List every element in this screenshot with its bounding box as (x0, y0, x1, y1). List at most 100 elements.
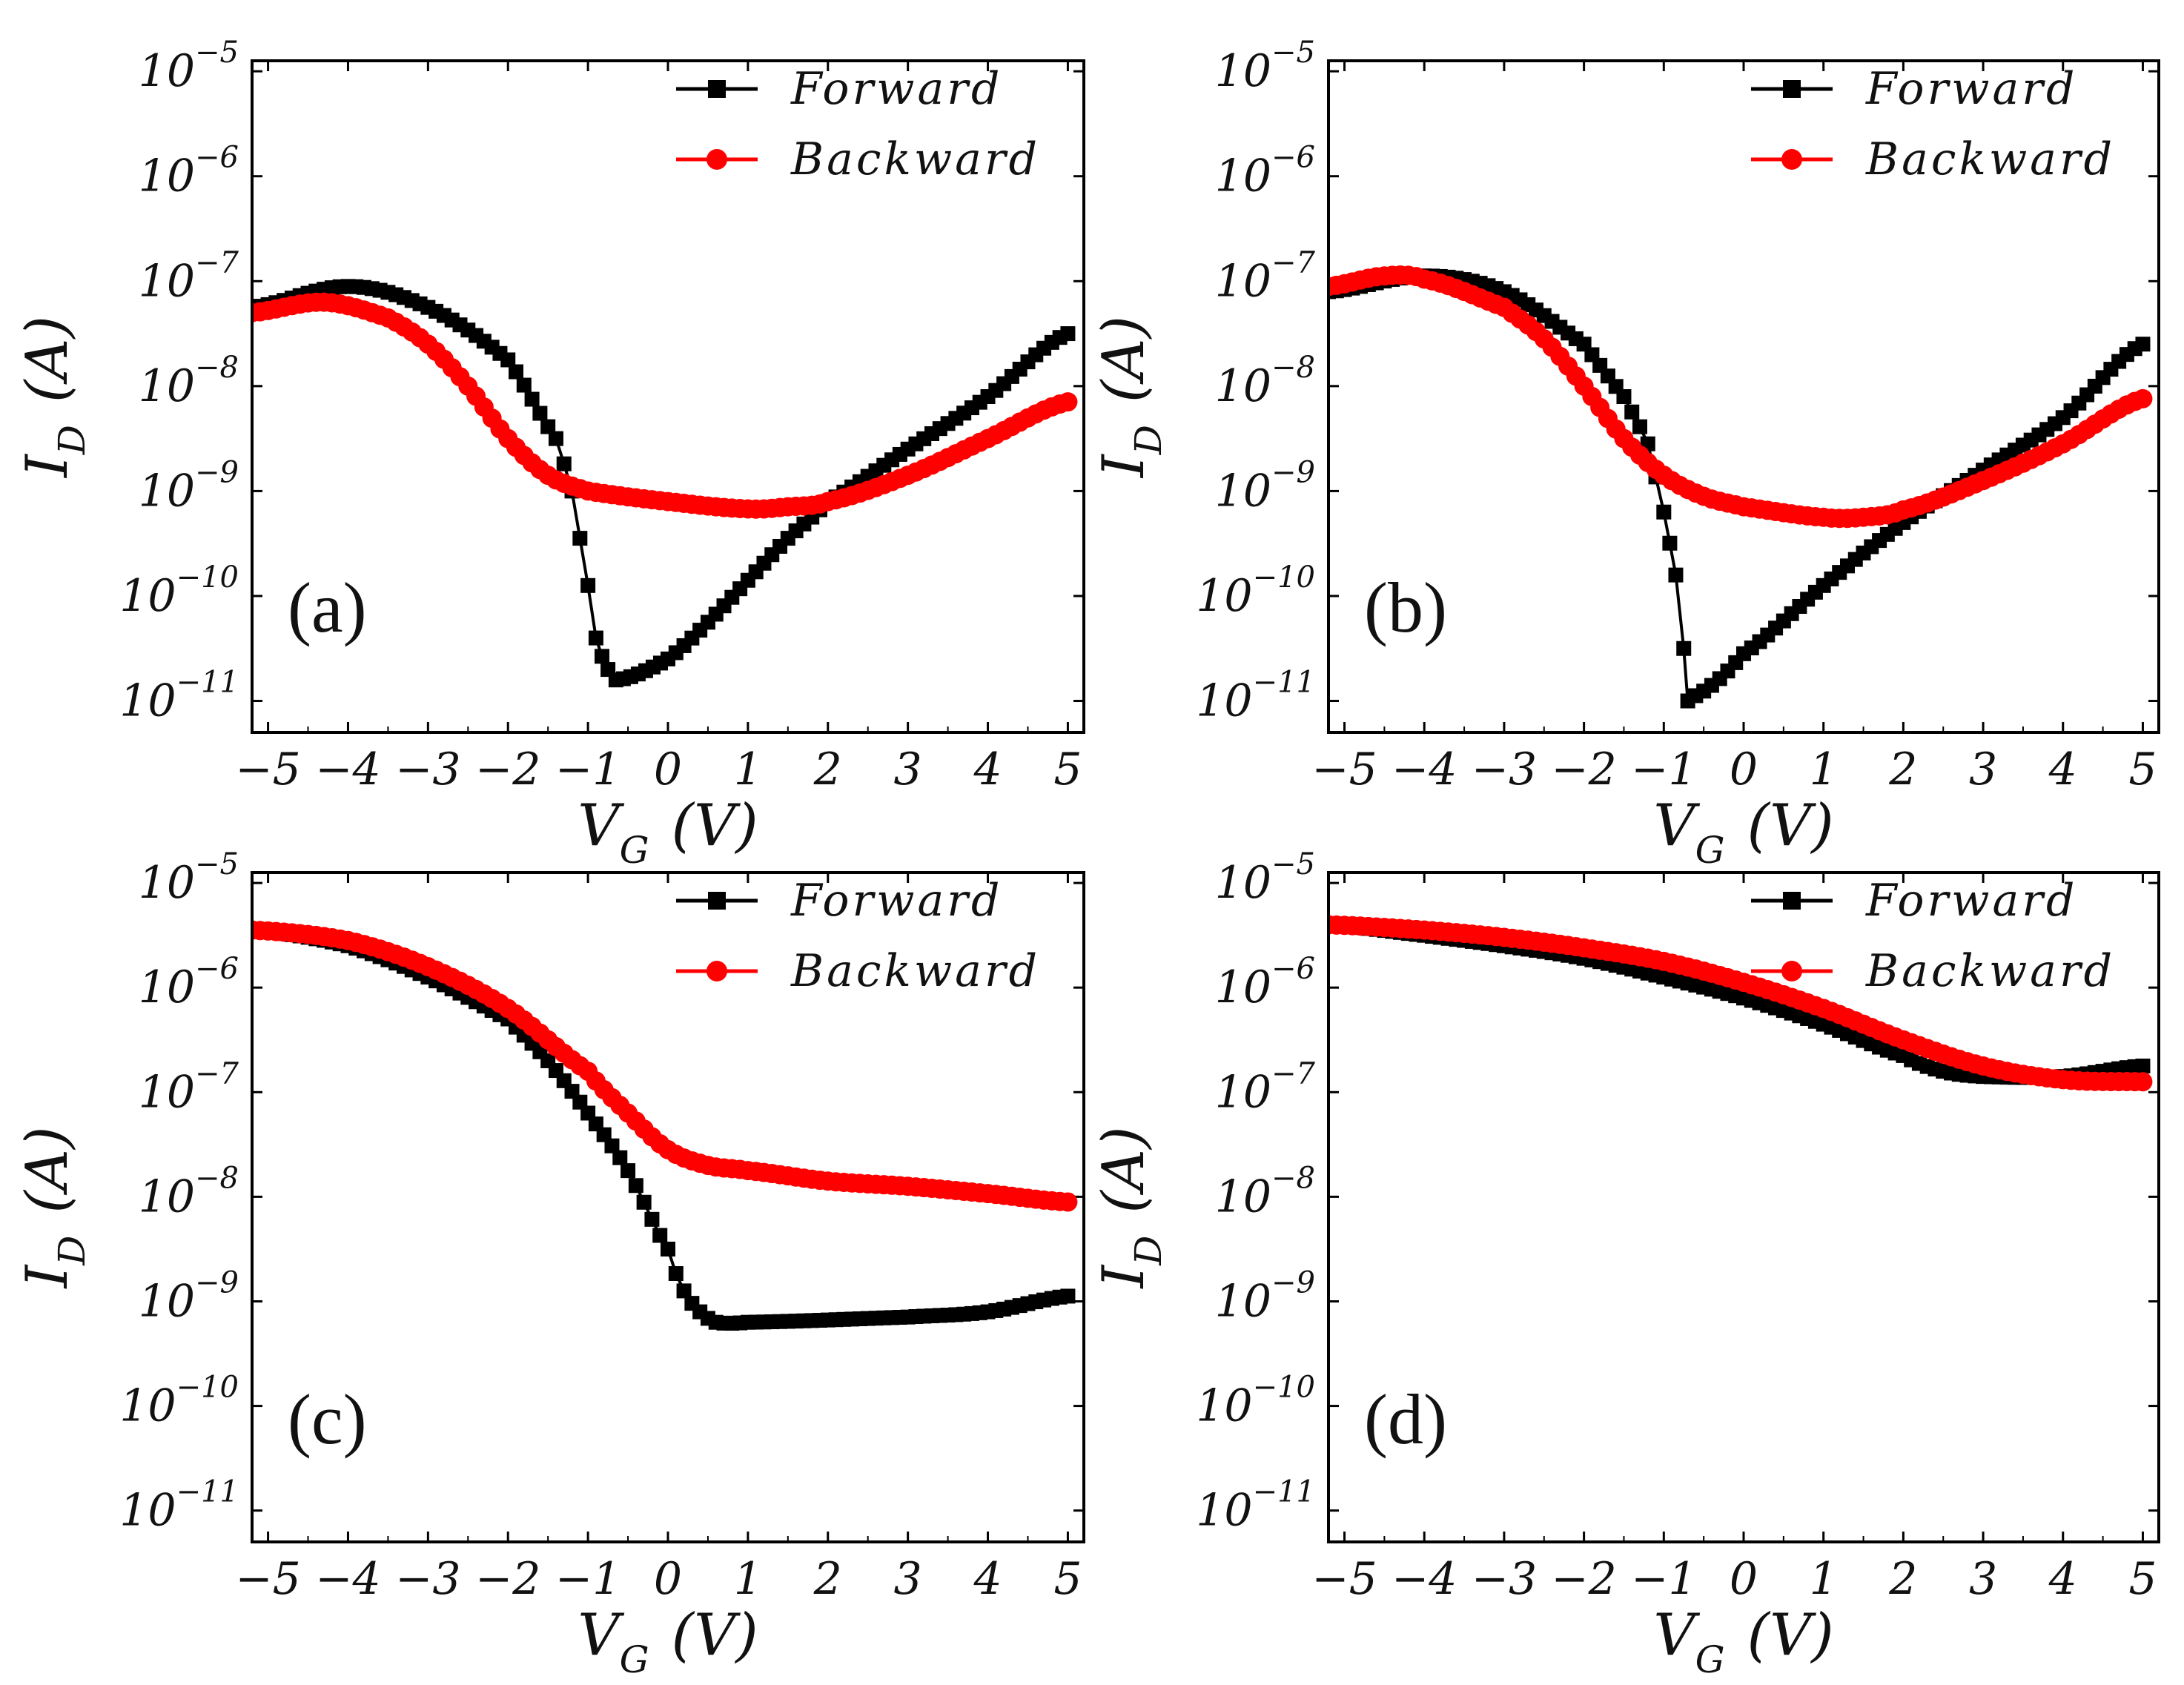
x-tick-label: 5 (2128, 744, 2157, 795)
y-tick-label: 10−6 (1215, 952, 1315, 1013)
x-tick-label: −2 (1551, 744, 1616, 795)
legend-marker (707, 961, 727, 981)
data-point (1624, 404, 1640, 420)
data-point (2135, 1059, 2151, 1074)
legend: Forward Backward (1751, 63, 2115, 185)
x-tick-label: 2 (1888, 1553, 1917, 1605)
panel-label: (c) (288, 1380, 367, 1459)
series-forward (252, 922, 1076, 1331)
panel-label: (a) (288, 568, 367, 647)
y-tick-label: 10−8 (139, 351, 239, 412)
data-point (556, 456, 572, 471)
x-tick-label: −5 (235, 744, 300, 795)
series-forward (252, 279, 1076, 688)
legend-label: Forward (790, 63, 1002, 115)
series-line (1328, 273, 2144, 520)
legend: Forward Backward (676, 875, 1037, 997)
y-tick-label: 10−7 (139, 245, 239, 307)
y-tick-label: 10−10 (1196, 1371, 1315, 1432)
x-tick-label: 4 (973, 744, 1002, 795)
data-point (594, 649, 609, 664)
x-tick-label: −1 (1631, 744, 1696, 795)
data-point (1668, 567, 1684, 583)
legend-marker (1781, 149, 1802, 170)
x-tick-label: −1 (1631, 1553, 1696, 1605)
y-tick-label: 10−11 (119, 1475, 239, 1537)
x-tick-label: 0 (1730, 1553, 1758, 1605)
y-tick-label: 10−9 (1215, 1265, 1315, 1327)
x-tick-label: 1 (734, 744, 762, 795)
y-tick-label: 10−8 (139, 1161, 239, 1222)
legend-label: Backward (790, 133, 1040, 185)
y-tick-label: 10−10 (119, 1371, 239, 1432)
x-tick-label: 0 (654, 1553, 682, 1605)
data-point (1616, 389, 1632, 404)
legend-marker (708, 80, 726, 98)
legend-marker (1781, 961, 1802, 981)
y-tick-label: 10−10 (119, 560, 239, 622)
plot-area (252, 920, 1078, 1331)
y-tick-label: 10−8 (1215, 1161, 1315, 1222)
data-point (636, 1194, 652, 1210)
x-tick-label: −2 (475, 744, 540, 795)
x-tick-label: −2 (475, 1553, 540, 1605)
data-point (548, 431, 563, 446)
y-tick-label: 10−5 (139, 847, 239, 909)
x-tick-label: 3 (1969, 744, 1997, 795)
data-point (676, 1283, 692, 1299)
x-tick-label: 4 (2048, 1553, 2077, 1605)
x-axis-title: VG (V) (1653, 792, 1834, 872)
panel-a: −5 −4 −3 −2 −1 0 1 2 3 4 5 10−5 10−6 10−7 10−8 10−9 10−1… (14, 36, 1085, 872)
y-axis-title: ID(A) (1091, 1126, 1170, 1289)
legend: Forward Backward (1751, 875, 2115, 997)
x-tick-label: −3 (395, 1553, 460, 1605)
y-tick-label: 10−5 (139, 36, 239, 97)
y-tick-label: 10−11 (119, 666, 239, 727)
x-tick-label: 5 (2128, 1553, 2157, 1605)
x-tick-label: −2 (1551, 1553, 1616, 1605)
legend-label: Forward (790, 875, 1002, 927)
data-point (2135, 337, 2151, 352)
x-tick-label: 2 (1888, 744, 1917, 795)
x-tick-label: 2 (813, 744, 842, 795)
data-point (2133, 1072, 2153, 1092)
y-tick-label: 10−9 (139, 1265, 239, 1327)
legend-label: Backward (1865, 133, 2115, 185)
plot-frame (1327, 871, 2160, 1543)
data-point (580, 577, 596, 593)
y-tick-label: 10−11 (1196, 666, 1315, 727)
legend-marker (708, 892, 726, 910)
x-tick-label: −1 (555, 744, 621, 795)
legend-marker (1783, 80, 1801, 98)
data-point (1060, 1288, 1076, 1304)
series-backward (252, 920, 1078, 1212)
data-point (628, 1178, 643, 1194)
data-point (596, 1127, 612, 1142)
y-tick-label: 10−6 (139, 952, 239, 1013)
series-line (252, 300, 1068, 511)
x-tick-label: 3 (894, 1553, 922, 1605)
x-tick-label: −4 (315, 744, 380, 795)
y-tick-label: 10−7 (139, 1056, 239, 1118)
data-point (644, 1211, 660, 1227)
data-point (661, 1241, 675, 1257)
y-tick-label: 10−10 (1196, 560, 1315, 622)
y-tick-label: 10−6 (139, 141, 239, 202)
data-point (652, 1228, 668, 1243)
data-point (1632, 419, 1647, 434)
x-tick-label: −4 (1392, 1553, 1457, 1605)
y-axis-title: ID(A) (14, 316, 93, 479)
legend-label: Backward (1865, 945, 2115, 997)
x-tick-label: −3 (1472, 1553, 1537, 1605)
plot-area (1328, 915, 2153, 1092)
series-line (252, 285, 1069, 682)
x-tick-label: 4 (973, 1553, 1002, 1605)
x-tick-label: −4 (315, 1553, 380, 1605)
legend-marker (1783, 892, 1801, 910)
y-tick-label: 10−7 (1215, 245, 1316, 307)
plot-area (252, 279, 1078, 688)
x-tick-label: 0 (654, 744, 682, 795)
plot-frame (1327, 59, 2160, 734)
x-tick-label: −5 (1311, 1553, 1377, 1605)
data-point (1058, 392, 1078, 412)
